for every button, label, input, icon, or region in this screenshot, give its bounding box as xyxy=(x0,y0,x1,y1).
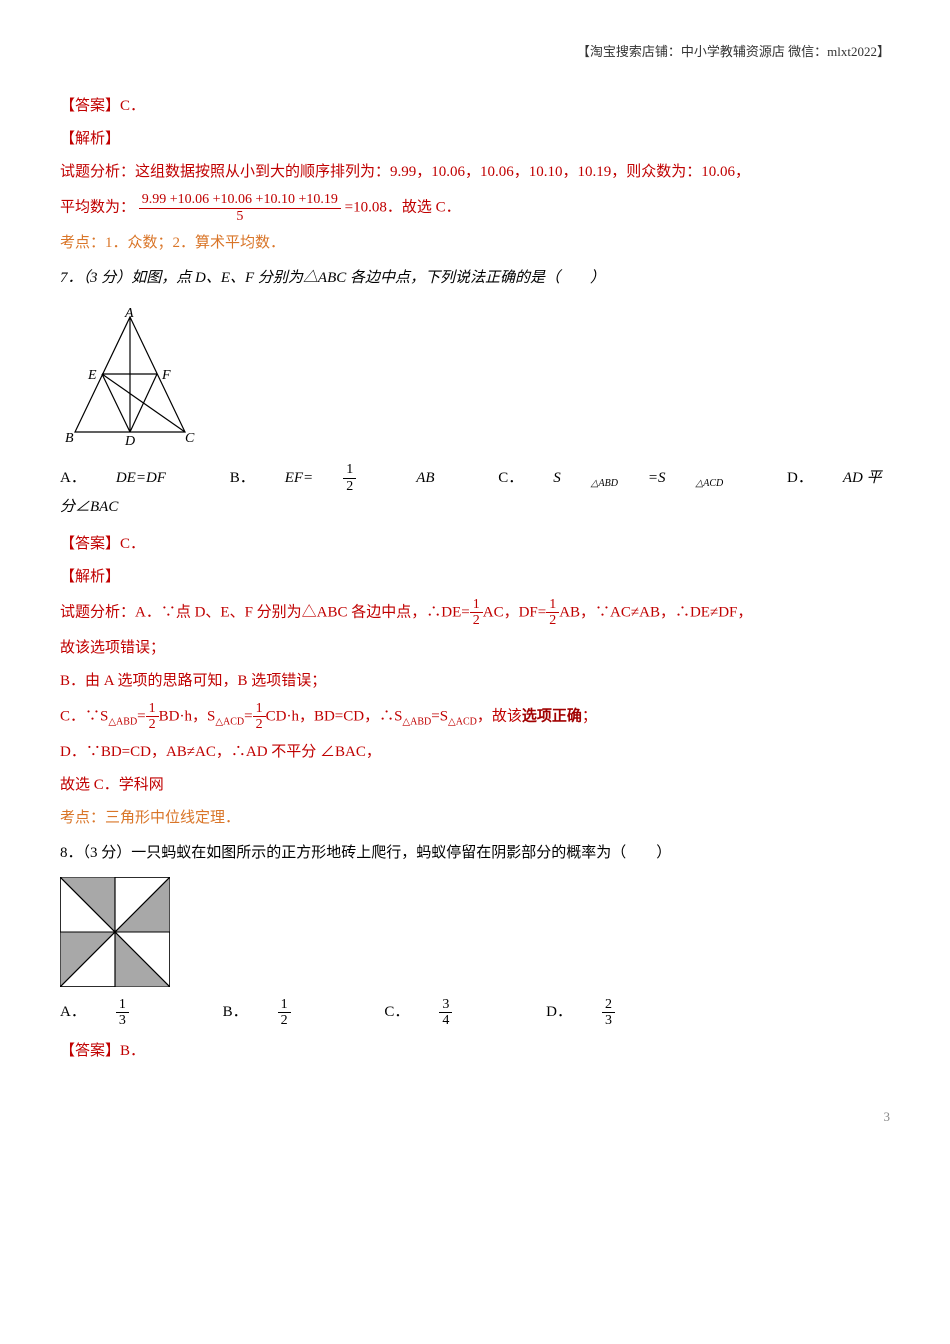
q7-optB: B．EF=12AB xyxy=(230,470,469,486)
page-number: 3 xyxy=(60,1105,890,1128)
q7-stem: 7．（3 分）如图，点 D、E、F 分别为△ABC 各边中点，下列说法正确的是（… xyxy=(60,265,890,292)
label-E: E xyxy=(87,368,97,383)
label-C: C xyxy=(185,431,195,446)
q7-topic: 考点：三角形中位线定理． xyxy=(60,805,890,832)
q7-lineD: D．∵BD=CD，AB≠AC，∴AD 不平分 ∠BAC， xyxy=(60,739,890,766)
q6-topic: 考点：1．众数；2．算术平均数． xyxy=(60,230,890,257)
q7-lineC: C．∵S△ABD=12BD·h，S△ACD=12CD·h，BD=CD，∴S△AB… xyxy=(60,701,890,733)
header-note: 【淘宝搜索店铺：中小学教辅资源店 微信：mlxt2022】 xyxy=(60,40,890,63)
q6-frac-den: 5 xyxy=(139,209,341,224)
label-B: B xyxy=(65,431,74,446)
q8-optA: A．13 xyxy=(60,1004,189,1020)
q6-frac-num: 9.99 +10.06 +10.06 +10.10 +10.19 xyxy=(139,192,341,208)
label-A: A xyxy=(124,307,134,321)
q7-lineA1: 试题分析：A．∵点 D、E、F 分别为△ABC 各边中点，∴DE=12AC，DF… xyxy=(60,597,890,629)
q8-optB: B．12 xyxy=(223,1004,351,1020)
label-D: D xyxy=(124,434,135,447)
q7-lineB: B．由 A 选项的思路可知，B 选项错误； xyxy=(60,668,890,695)
q7-optA: A．DE=DF xyxy=(60,470,200,486)
q8-stem: 8．（3 分）一只蚂蚁在如图所示的正方形地砖上爬行，蚂蚁停留在阴影部分的概率为（… xyxy=(60,840,890,867)
q7-options: A．DE=DF B．EF=12AB C．S△ABD=S△ACD D．AD 平分∠… xyxy=(60,462,890,521)
label-F: F xyxy=(161,368,171,383)
q7-lineA2: 故该选项错误； xyxy=(60,635,890,662)
q8-options: A．13 B．12 C．34 D．23 xyxy=(60,997,890,1029)
q6-answer: 【答案】C． xyxy=(60,98,145,114)
q7-diagram: A E F B D C xyxy=(60,307,890,447)
q7-analysis-label: 【解析】 xyxy=(60,569,120,585)
q6-analysis-line1: 试题分析：这组数据按照从小到大的顺序排列为：9.99，10.06，10.06，1… xyxy=(60,159,890,186)
q8-optD: D．23 xyxy=(546,1004,675,1020)
q6-avg-result: =10.08．故选 C． xyxy=(345,200,461,216)
q7-answer: 【答案】C． xyxy=(60,536,145,552)
q6-analysis-label: 【解析】 xyxy=(60,131,120,147)
q6-analysis-line2: 平均数为： 9.99 +10.06 +10.06 +10.10 +10.19 5… xyxy=(60,192,890,224)
q8-diagram xyxy=(60,877,890,987)
q6-frac: 9.99 +10.06 +10.06 +10.10 +10.19 5 xyxy=(139,192,341,224)
avg-label: 平均数为： xyxy=(60,200,135,216)
q7-optC: C．S△ABD=S△ACD xyxy=(498,470,757,486)
q7-conclusion: 故选 C．学科网 xyxy=(60,772,890,799)
q8-optC: C．34 xyxy=(384,1004,512,1020)
q8-answer: 【答案】B． xyxy=(60,1043,145,1059)
